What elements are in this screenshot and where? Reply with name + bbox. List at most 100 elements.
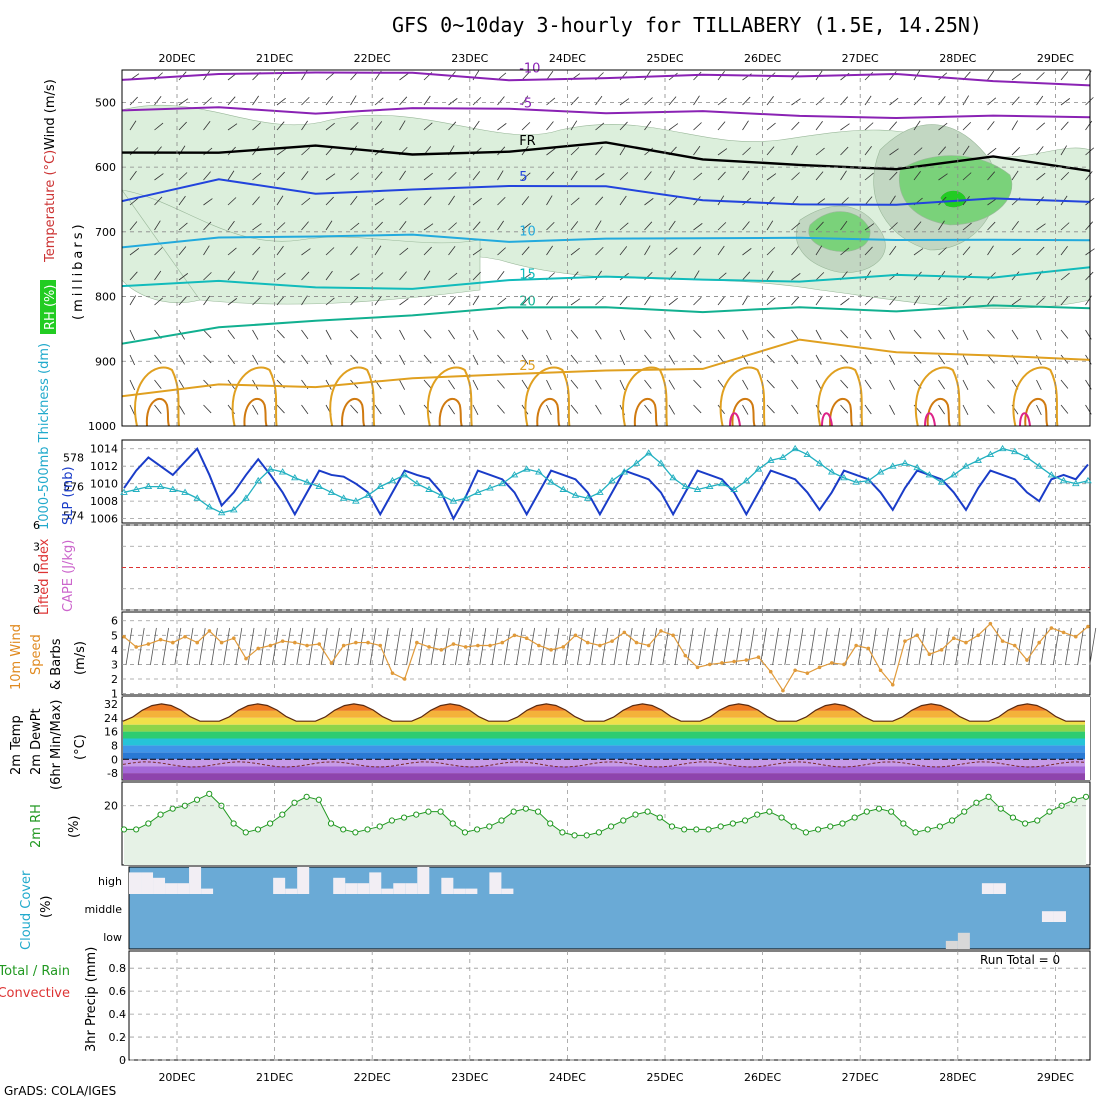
thickness-marker xyxy=(376,482,385,490)
wind-barb xyxy=(1085,171,1093,181)
slp-thickness-panel: 1006 1008 1010 1012 1014 574 576 578 1000-500mb… xyxy=(37,343,1092,530)
wind-barb xyxy=(815,171,824,181)
wind-barb xyxy=(938,173,948,181)
wind-barb xyxy=(227,197,237,206)
wind10m-marker xyxy=(256,646,261,651)
wind10m-marker xyxy=(427,645,431,649)
wind-barb xyxy=(619,329,626,341)
wind-barb xyxy=(203,221,212,231)
wind-barb xyxy=(521,122,531,131)
wind-barb xyxy=(1011,220,1019,231)
cloud-bar-high xyxy=(333,877,346,894)
wind-barb xyxy=(1036,172,1046,181)
wind-barb xyxy=(203,329,212,339)
wind10m-barb xyxy=(784,627,792,666)
wind-barb xyxy=(399,404,406,415)
wind-barb xyxy=(791,273,801,281)
wind-barb xyxy=(815,272,825,281)
wind-barb xyxy=(913,295,921,306)
wind-barb xyxy=(154,122,164,131)
wind-barb xyxy=(987,147,997,156)
temp2m-unit: (°C) xyxy=(73,734,88,760)
wind10m-barb xyxy=(357,627,365,666)
thickness-marker xyxy=(937,478,946,485)
thickness-marker xyxy=(1047,471,1056,478)
wind10m-barb xyxy=(772,627,779,666)
temp-band xyxy=(123,759,1085,767)
contour-loop-outer xyxy=(817,366,864,427)
date-tick-top: 25DEC xyxy=(646,52,683,65)
wind10m-barb xyxy=(601,627,609,666)
rh2m-marker xyxy=(741,817,749,824)
wind-barb xyxy=(840,247,850,256)
wind10m-marker xyxy=(903,639,907,643)
run-total: Run Total = 0 xyxy=(980,953,1060,967)
thickness-marker xyxy=(754,465,763,472)
thickness-marker xyxy=(510,471,519,478)
wind-barb xyxy=(301,248,311,256)
wind-barb xyxy=(301,271,310,281)
thickness-marker xyxy=(913,463,921,471)
thickness-marker xyxy=(888,462,897,469)
wind-barb xyxy=(987,171,996,181)
wind-barb xyxy=(938,354,945,365)
wind-barb xyxy=(178,273,189,281)
rh2m-marker xyxy=(851,814,858,821)
thickness-marker xyxy=(815,459,824,466)
precip-tick: 0.2 xyxy=(109,1031,127,1044)
thickness-marker xyxy=(608,476,616,484)
wind-barb xyxy=(423,95,431,106)
contour-loop-outer xyxy=(622,366,668,427)
wind-barb xyxy=(374,121,383,131)
wind-barb xyxy=(374,97,384,106)
rh2m-marker xyxy=(936,823,943,830)
temp-tick: 0 xyxy=(111,753,118,766)
wind-barb xyxy=(595,95,603,106)
wind-barb xyxy=(399,220,407,231)
wind-barb xyxy=(301,329,309,340)
wind-barb xyxy=(840,404,849,414)
wind-barb xyxy=(791,404,799,415)
wind-barb xyxy=(374,198,385,206)
wind-barb xyxy=(840,298,850,306)
wind-barb xyxy=(325,220,333,231)
wind-barb xyxy=(399,73,409,81)
cloud-bar-low xyxy=(957,932,970,949)
wind-barb xyxy=(1036,404,1042,416)
wind-barb xyxy=(374,404,382,415)
rh2m-tick: 20 xyxy=(104,800,118,813)
thickness-marker xyxy=(388,476,397,484)
wind10m-marker xyxy=(671,633,675,638)
wind-barb xyxy=(301,404,309,415)
cloud-unit: (%) xyxy=(39,896,54,919)
slp-tick: 1006 xyxy=(90,513,118,526)
wind-barb xyxy=(497,220,504,231)
rh2m-marker xyxy=(559,829,566,836)
wind-barb xyxy=(227,298,238,306)
thickness-marker xyxy=(291,473,299,481)
wind-barb xyxy=(864,196,873,206)
wind10m-marker xyxy=(390,671,395,675)
wind-barb xyxy=(497,379,505,389)
wind10m-barb xyxy=(918,627,926,666)
wind-barb xyxy=(913,354,922,364)
wind-barb xyxy=(619,296,628,306)
wind-barb xyxy=(1085,120,1093,131)
wind-barb xyxy=(644,221,653,231)
wind-barb xyxy=(766,404,775,414)
wind10m-barb xyxy=(613,627,621,666)
rh2m-marker xyxy=(461,829,469,836)
wind10m-marker xyxy=(439,648,444,652)
wind-barb xyxy=(1011,329,1019,340)
cloud-bar-high xyxy=(189,867,202,894)
wind10m-barb xyxy=(711,627,718,666)
wind-barb xyxy=(301,147,310,156)
wind-barb xyxy=(619,98,630,106)
temp-edge xyxy=(1085,697,1090,780)
wind-barb xyxy=(448,272,458,281)
wind-barb xyxy=(938,379,945,390)
wind-barb xyxy=(815,245,823,256)
wind-barb xyxy=(203,171,211,181)
rh2m-marker xyxy=(912,829,919,836)
wind-barb xyxy=(644,329,652,339)
